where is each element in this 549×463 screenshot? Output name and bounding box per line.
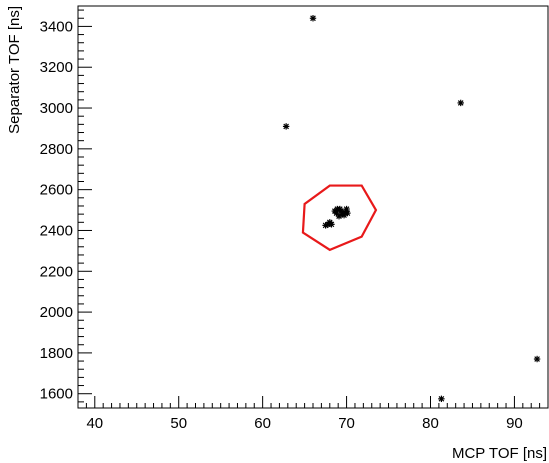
y-tick-label: 1600: [40, 386, 73, 403]
x-tick-label: 90: [506, 415, 523, 432]
data-point: [533, 355, 541, 363]
data-point: [335, 212, 343, 220]
data-point: [309, 15, 317, 22]
data-points: [282, 15, 541, 403]
y-tick-label: 3200: [40, 59, 73, 76]
data-point: [344, 209, 351, 217]
data-point: [328, 221, 335, 228]
selection-cut-polygon: [301, 184, 378, 252]
data-point: [343, 205, 350, 213]
plot-frame: [77, 5, 549, 409]
y-tick-label: 2800: [40, 141, 73, 158]
x-tick-label: 80: [422, 415, 439, 432]
x-tick-label: 70: [338, 415, 355, 432]
y-tick-label: 1800: [40, 345, 73, 362]
y-axis-title: Separator TOF [ns]: [6, 6, 23, 134]
y-tick-label: 3000: [40, 100, 73, 117]
y-tick-label: 2400: [40, 222, 73, 239]
y-tick-label: 2200: [40, 263, 73, 280]
data-point: [438, 395, 445, 403]
data-point: [282, 123, 290, 130]
data-point: [331, 207, 339, 215]
y-tick-label: 3400: [40, 18, 73, 35]
data-point: [457, 99, 464, 107]
minor-ticks: [77, 9, 549, 408]
major-ticks: [78, 25, 515, 408]
x-axis-title: MCP TOF [ns]: [452, 445, 547, 462]
x-tick-label: 60: [254, 415, 271, 432]
data-point: [336, 205, 344, 213]
y-tick-label: 2000: [40, 304, 73, 321]
x-tick-label: 40: [86, 415, 103, 432]
y-tick-label: 2600: [40, 182, 73, 199]
tick-labels: 40 50 60 70 80 90 1600 1800 2000 2200 2400 2600 2800…: [40, 18, 523, 432]
x-tick-label: 50: [170, 415, 187, 432]
